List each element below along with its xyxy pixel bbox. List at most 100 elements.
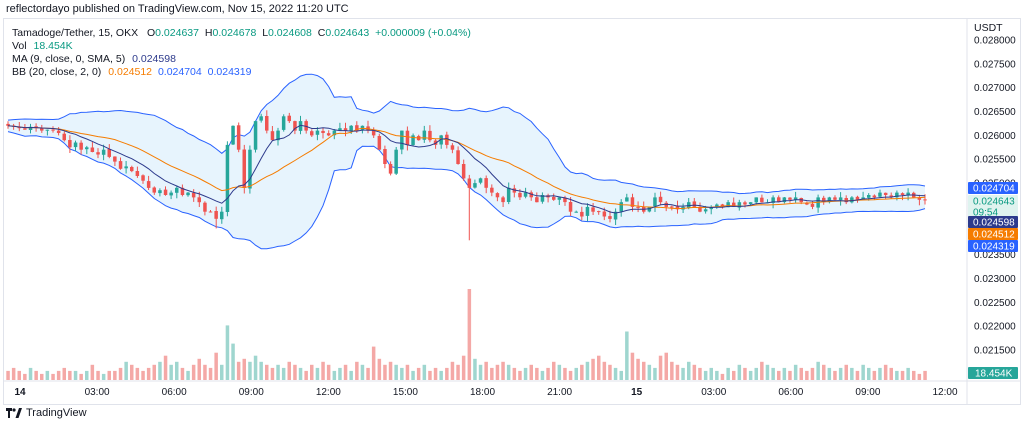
volume-bar (574, 367, 578, 380)
volume-bar (371, 346, 376, 380)
volume-bar (400, 367, 404, 380)
price-tick-label: 0.022500 (974, 298, 1016, 309)
volume-bar (253, 355, 258, 380)
volume-bar (737, 364, 742, 380)
volume-bar (546, 367, 550, 380)
candle (664, 202, 668, 207)
time-tick-label: 12:00 (316, 387, 341, 398)
volume-bar (17, 370, 21, 380)
candle (197, 197, 201, 203)
volume-bar (242, 358, 246, 380)
legend-bb-row: BB (20, close, 2, 0) 0.024512 0.024704 0… (12, 66, 251, 78)
volume-bar (118, 367, 123, 380)
volume-bar (428, 370, 432, 380)
candle (338, 128, 342, 131)
volume-bar (349, 370, 353, 380)
legend-open-key: O (147, 27, 156, 39)
candle (28, 126, 33, 130)
candle (490, 187, 494, 193)
volume-bar (664, 352, 668, 380)
candle (45, 129, 50, 131)
candle (838, 197, 843, 200)
candle (754, 197, 758, 203)
candle (715, 204, 719, 207)
volume-bar (186, 370, 190, 380)
time-tick-label: 09:00 (239, 387, 264, 398)
bb-basis-line (7, 125, 926, 210)
volume-bar (495, 364, 500, 380)
candle (85, 147, 89, 150)
volume-bar (597, 355, 601, 380)
candle (321, 130, 325, 133)
volume-bar (383, 364, 387, 380)
volume-bar (388, 361, 393, 380)
price-tag-bb_upper (968, 182, 1018, 194)
candle (692, 201, 697, 207)
volume-bar (585, 361, 590, 380)
candle (619, 202, 623, 212)
price-tag-countdown (968, 206, 1018, 218)
volume-bar (51, 373, 55, 380)
candle (383, 149, 387, 164)
footer: TradingView (6, 407, 87, 419)
candle (743, 202, 747, 205)
candle (653, 197, 657, 207)
volume-bar (518, 370, 522, 380)
volume-bar (748, 370, 753, 380)
volume-bar (591, 358, 595, 380)
volume-bar (101, 373, 106, 380)
volume-bar (422, 364, 427, 380)
candle (552, 196, 556, 200)
volume-bar (411, 370, 415, 380)
volume-bar (743, 367, 747, 380)
volume-bar (62, 367, 66, 380)
candle (850, 197, 854, 203)
volume-bar (107, 370, 111, 380)
volume-bar (158, 361, 162, 380)
candle (563, 197, 567, 203)
candle (535, 197, 539, 203)
candle (68, 140, 72, 148)
time-tick-label: 03:00 (85, 387, 110, 398)
volume-bar (416, 367, 421, 380)
candle (113, 156, 117, 162)
candle (304, 121, 308, 131)
candle (6, 123, 10, 126)
candle (208, 211, 213, 213)
candle (248, 149, 252, 189)
candle (242, 149, 246, 188)
volume-bar (850, 367, 854, 380)
price-tag-bb_upper-label: 0.024704 (973, 184, 1015, 195)
volume-bar (146, 367, 151, 380)
candle (456, 150, 460, 164)
volume-bar (130, 364, 134, 380)
volume-bar (293, 364, 297, 380)
volume-bar (343, 364, 348, 380)
candle (855, 196, 860, 200)
price-axis-title: USDT (974, 22, 1003, 34)
volume-bar (208, 367, 213, 380)
volume-bar (394, 364, 398, 380)
volume-bar (214, 352, 218, 380)
volume-bar (360, 364, 365, 380)
volume-bar (298, 367, 303, 380)
candle (608, 216, 612, 219)
volume-bar (568, 370, 573, 380)
indicator-lines (7, 124, 926, 214)
candle (670, 206, 674, 208)
volume-bar (523, 367, 528, 380)
candle (326, 133, 331, 136)
volume-bar (377, 358, 382, 380)
volume-bar (861, 364, 865, 380)
legend-close-value: 0.024643 (325, 27, 370, 39)
price-tag-ma-label: 0.024598 (973, 218, 1015, 229)
candle (895, 192, 899, 198)
price-tick-label: 0.027000 (974, 83, 1016, 94)
candle (107, 149, 111, 157)
volume-bar (304, 370, 308, 380)
time-axis[interactable]: 14 03:00 06:00 09:00 12:00 15:00 18:00 21:00 15 0… (4, 380, 1020, 398)
legend-high-key: H (204, 27, 213, 39)
volume-tag-label: 18.454K (975, 369, 1013, 380)
volume-bar (872, 370, 877, 380)
